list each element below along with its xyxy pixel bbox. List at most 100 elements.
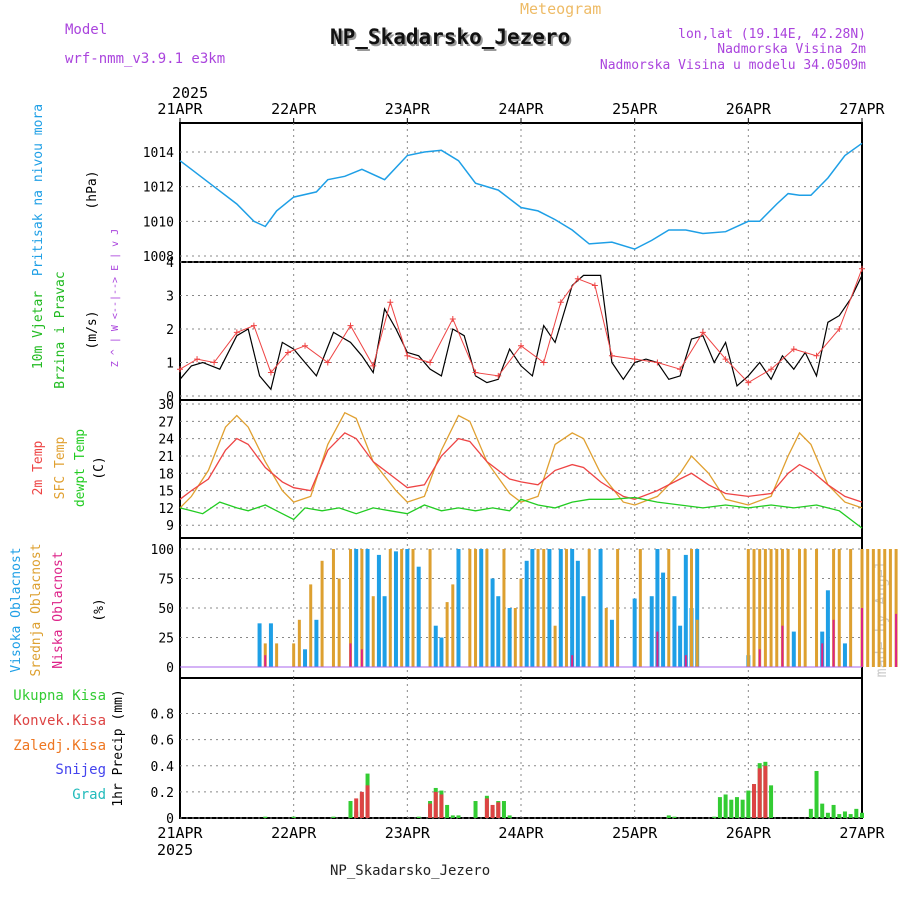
total-rain-bar <box>848 814 853 818</box>
high-cloud-bar <box>655 549 660 667</box>
total-rain-bar <box>456 815 461 818</box>
y-tick-label: 1010 <box>143 215 174 230</box>
total-rain-bar <box>831 804 836 818</box>
mid-cloud-bar <box>451 584 455 667</box>
x-tick-label-bottom: 24APR <box>498 824 544 842</box>
mid-cloud-bar <box>752 549 756 667</box>
mid-cloud-bar <box>690 549 693 667</box>
total-rain-bar <box>473 801 478 818</box>
tsfc-line <box>179 411 863 509</box>
high-cloud-bar <box>609 619 614 667</box>
y-tick-label: 0 <box>166 390 174 405</box>
conv-rain-bar <box>354 798 359 818</box>
panel-frame <box>179 399 863 539</box>
cloud-unit: (%) <box>92 598 107 621</box>
total-rain-bar <box>672 816 677 818</box>
mid-cloud-bar <box>866 549 870 667</box>
gust-marker <box>654 359 661 366</box>
high-cloud-bar <box>649 596 654 667</box>
x-tick-label-top: 26APR <box>726 100 772 118</box>
high-cloud-bar <box>268 623 273 667</box>
high-cloud-bar <box>393 551 398 667</box>
mid-cloud-bar <box>746 549 750 667</box>
gust-marker <box>722 356 729 363</box>
gust-marker <box>495 372 502 379</box>
mid-cloud-bar <box>297 619 301 667</box>
mid-cloud-bar <box>616 549 620 667</box>
low-cloud-bar <box>684 655 687 667</box>
high-cloud-bar <box>416 566 421 667</box>
mid-cloud-bar <box>309 584 313 667</box>
high-cloud-bar <box>672 596 677 667</box>
x-tick-label-top: 22APR <box>271 100 317 118</box>
gust-marker <box>699 329 706 336</box>
high-cloud-bar <box>530 549 535 667</box>
high-cloud-bar <box>433 625 438 667</box>
wind-speed-line <box>179 274 863 391</box>
high-cloud-bar <box>479 549 484 667</box>
mid-cloud-bar <box>604 608 608 667</box>
y-tick-label: 18 <box>158 467 174 482</box>
high-cloud-bar <box>683 554 688 667</box>
conv-rain-bar <box>484 798 489 818</box>
y-tick-label: 27 <box>158 415 174 430</box>
pressure-line <box>179 142 863 250</box>
mid-cloud-bar <box>815 549 819 667</box>
gust-marker <box>574 275 581 282</box>
high-cloud-bar <box>303 649 308 667</box>
high-cloud-bar <box>558 549 563 667</box>
gust-marker <box>302 342 309 349</box>
y-tick-label: 4 <box>166 256 174 271</box>
mid-cloud-bar <box>468 549 472 667</box>
y-tick-label: 2 <box>166 323 174 338</box>
mid-cloud-bar <box>320 560 324 667</box>
gust-marker <box>790 346 797 353</box>
wind-compass: Z ^ | W <--|--> E | v J <box>110 229 121 367</box>
mid-cloud-bar <box>849 549 853 667</box>
mid-cloud-bar <box>564 549 568 667</box>
mid-cloud-bar <box>349 549 352 667</box>
x-tick-label-top: 25APR <box>612 100 658 118</box>
gust-marker <box>427 359 434 366</box>
high-cloud-bar <box>507 608 512 667</box>
total-rain-bar <box>291 816 296 818</box>
total-rain-bar <box>820 803 825 818</box>
y-tick-label: 3 <box>166 290 174 305</box>
high-cloud-bar <box>581 596 586 667</box>
y-tick-label: 30 <box>158 398 174 413</box>
y-tick-label: 9 <box>166 519 174 534</box>
mid-cloud-bar <box>502 549 506 667</box>
mid-cloud-bar <box>832 549 836 667</box>
conv-rain-bar <box>359 791 364 818</box>
total-rain-bar <box>860 812 864 818</box>
low-cloud-ylabel: Niska Oblacnost <box>51 551 66 668</box>
y-tick-label: 50 <box>158 602 174 617</box>
total-rain-bar <box>445 804 450 818</box>
high-cloud-ylabel: Visoka Oblacnost <box>9 547 24 672</box>
mid-cloud-bar <box>883 549 887 667</box>
gust-marker <box>540 359 547 366</box>
legend-total-rain: Ukupna Kisa <box>13 688 106 704</box>
low-cloud-bar <box>571 655 574 667</box>
gust-marker <box>557 299 564 306</box>
total-rain-bar <box>729 799 734 818</box>
low-cloud-bar <box>656 631 659 667</box>
wind-gust-line <box>179 268 863 384</box>
mid-cloud-bar <box>797 549 801 667</box>
y-tick-label: 21 <box>158 450 174 465</box>
total-rain-bar <box>746 790 751 818</box>
pressure-ylabel: Pritisak na nivou mora <box>31 104 46 276</box>
gust-marker <box>631 356 638 363</box>
mid-cloud-bar <box>667 549 671 667</box>
high-cloud-bar <box>524 560 529 667</box>
y-tick-label: 75 <box>158 573 174 588</box>
conv-rain-bar <box>439 794 444 818</box>
total-rain-bar <box>723 794 728 818</box>
y-tick-label: 0.2 <box>151 786 174 801</box>
t2m-ylabel: 2m Temp <box>31 440 46 495</box>
y-tick-label: 100 <box>151 543 174 558</box>
high-cloud-bar <box>314 619 319 667</box>
high-cloud-bar <box>791 631 796 667</box>
model-label: Model <box>65 22 107 38</box>
mid-cloud-bar <box>292 643 296 667</box>
